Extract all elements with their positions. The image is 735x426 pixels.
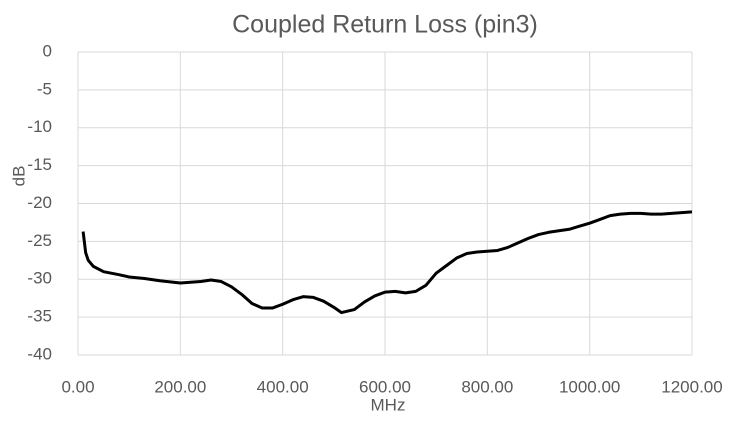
y-tick-label: -30 [27, 269, 52, 288]
x-axis-label: MHz [371, 395, 406, 414]
data-line [81, 210, 693, 315]
chart-title: Coupled Return Loss (pin3) [232, 11, 538, 39]
y-tick-label: -5 [37, 79, 52, 98]
x-tick-label: 1000.00 [559, 377, 620, 396]
y-tick-label: -35 [27, 307, 52, 326]
y-tick-label: -20 [27, 193, 52, 212]
x-tick-label: 0.00 [61, 377, 94, 396]
y-tick-label: -15 [27, 155, 52, 174]
x-tick-label: 600.00 [359, 377, 411, 396]
y-tick-label: 0 [43, 41, 52, 60]
y-tick-label: -40 [27, 344, 52, 363]
y-axis-label: dB [9, 166, 28, 187]
x-tick-label: 800.00 [461, 377, 513, 396]
y-tick-label: -25 [27, 231, 52, 250]
x-tick-label: 400.00 [257, 377, 309, 396]
x-tick-label: 200.00 [154, 377, 206, 396]
x-tick-label: 1200.00 [661, 377, 722, 396]
y-tick-label: -10 [27, 117, 52, 136]
